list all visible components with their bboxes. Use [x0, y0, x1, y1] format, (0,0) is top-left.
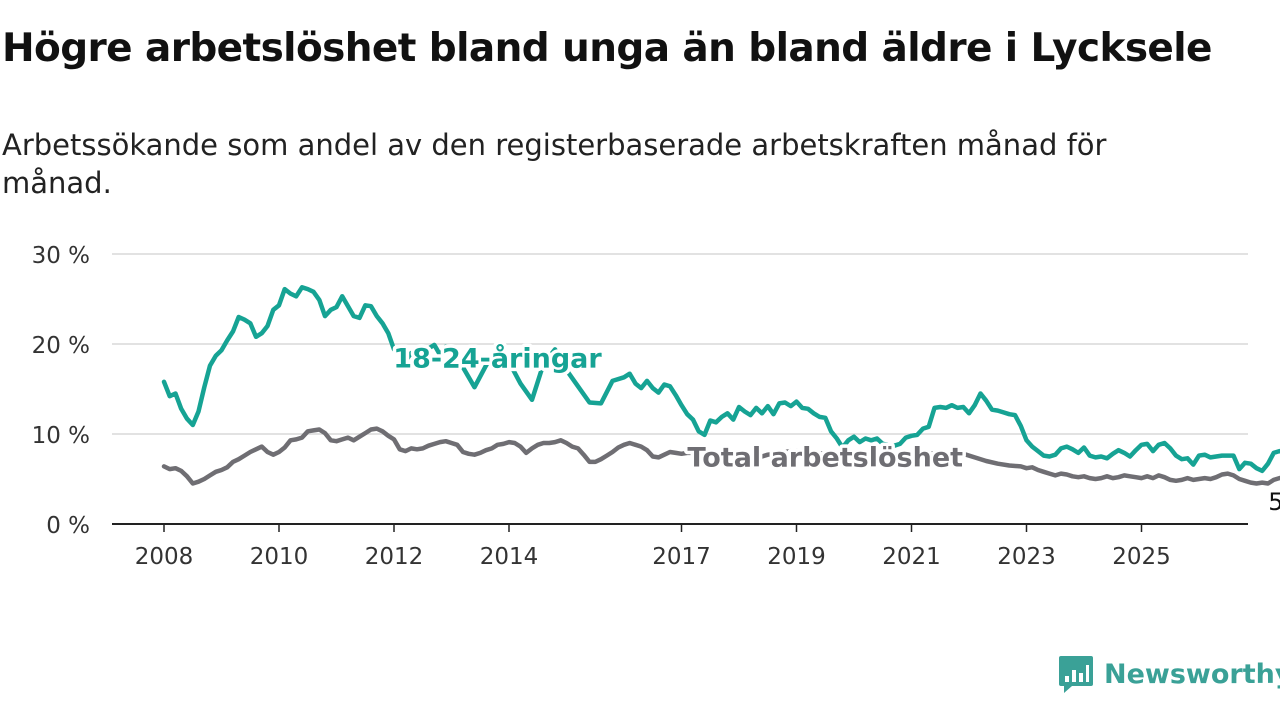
brand-name: Newsworthy	[1104, 658, 1280, 690]
newsworthy-logo-icon	[1059, 656, 1093, 693]
x-tick-label: 2010	[250, 544, 309, 570]
x-tick-label: 2025	[1112, 544, 1171, 570]
chart-title: Högre arbetslöshet bland unga än bland ä…	[2, 26, 1213, 71]
x-tick-label: 2014	[480, 544, 539, 570]
series-end-label: 5,1 %	[1268, 488, 1280, 516]
grid-lines	[112, 253, 1248, 435]
x-tick-label: 2017	[652, 544, 711, 570]
y-tick-label: 20 %	[32, 333, 90, 359]
y-tick-label: 10 %	[32, 423, 90, 449]
x-tick-label: 2021	[882, 544, 941, 570]
newsworthy-brand[interactable]: Newsworthy	[1058, 652, 1280, 696]
x-tick-label: 2012	[365, 544, 424, 570]
y-tick-label: 30 %	[32, 243, 90, 269]
x-tick-label: 2019	[767, 544, 826, 570]
y-axis-ticks: 0 % 10 % 20 % 30 %	[32, 243, 90, 539]
y-tick-label: 0 %	[46, 513, 90, 539]
x-axis: 2008 2010 2012 2014 2017 2019 2021 2023 2025	[112, 523, 1248, 570]
series-annotation-label: 18-24-åringar	[393, 342, 602, 374]
series-line-1	[161, 285, 1280, 474]
x-tick-label: 2008	[135, 544, 194, 570]
series-line-2	[161, 426, 1280, 486]
chart-subtitle: Arbetssökande som andel av den registerb…	[2, 128, 1107, 200]
series-lines	[161, 285, 1280, 486]
line-chart: 0 % 10 % 20 % 30 % 2008 2010 2012 2014 2017 2019…	[32, 243, 1280, 570]
x-tick-label: 2023	[997, 544, 1056, 570]
series-annotation-label: Total arbetslöshet	[687, 442, 963, 473]
